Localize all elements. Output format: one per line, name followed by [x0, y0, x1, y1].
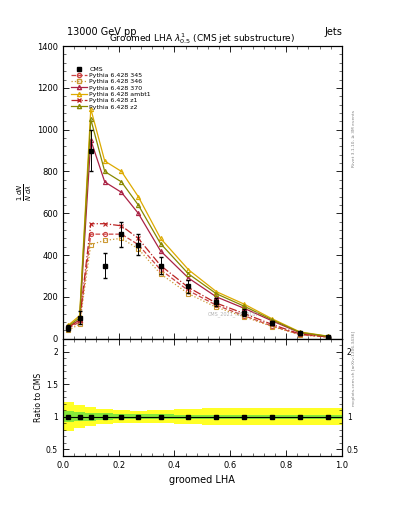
Text: CMS_2021_I1920187: CMS_2021_I1920187 — [208, 311, 259, 317]
Text: Rivet 3.1.10, ≥ 3M events: Rivet 3.1.10, ≥ 3M events — [352, 110, 356, 167]
Pythia 6.428 346 — [102, 238, 107, 244]
Line: Pythia 6.428 346: Pythia 6.428 346 — [66, 236, 330, 339]
Pythia 6.428 z2 — [326, 333, 331, 339]
Pythia 6.428 345 — [242, 313, 247, 319]
Pythia 6.428 z1 — [88, 221, 93, 227]
Pythia 6.428 346 — [270, 324, 275, 330]
Pythia 6.428 345 — [88, 231, 93, 237]
Pythia 6.428 z2 — [136, 202, 141, 208]
Pythia 6.428 ambt1 — [102, 158, 107, 164]
Pythia 6.428 370 — [326, 333, 331, 339]
Pythia 6.428 z1 — [119, 223, 124, 229]
Pythia 6.428 z1 — [214, 300, 219, 306]
Legend: CMS, Pythia 6.428 345, Pythia 6.428 346, Pythia 6.428 370, Pythia 6.428 ambt1, P: CMS, Pythia 6.428 345, Pythia 6.428 346,… — [69, 64, 154, 112]
Pythia 6.428 370 — [186, 275, 191, 281]
Pythia 6.428 ambt1 — [242, 301, 247, 307]
Pythia 6.428 z1 — [77, 317, 82, 323]
Pythia 6.428 345 — [66, 325, 71, 331]
Y-axis label: $\frac{1}{N}\frac{dN}{d\lambda}$: $\frac{1}{N}\frac{dN}{d\lambda}$ — [16, 183, 34, 201]
Pythia 6.428 345 — [136, 242, 141, 248]
Pythia 6.428 ambt1 — [186, 267, 191, 273]
Pythia 6.428 370 — [298, 330, 303, 336]
Pythia 6.428 346 — [242, 314, 247, 320]
Line: Pythia 6.428 370: Pythia 6.428 370 — [66, 138, 330, 338]
Pythia 6.428 345 — [298, 331, 303, 337]
Pythia 6.428 z1 — [242, 310, 247, 316]
Pythia 6.428 346 — [77, 321, 82, 327]
X-axis label: groomed LHA: groomed LHA — [169, 475, 235, 485]
Pythia 6.428 z2 — [77, 315, 82, 321]
Pythia 6.428 345 — [270, 323, 275, 329]
Pythia 6.428 345 — [326, 334, 331, 340]
Pythia 6.428 z1 — [298, 331, 303, 337]
Pythia 6.428 346 — [66, 327, 71, 333]
Pythia 6.428 z2 — [186, 271, 191, 277]
Pythia 6.428 345 — [119, 231, 124, 237]
Pythia 6.428 370 — [270, 318, 275, 324]
Pythia 6.428 345 — [214, 302, 219, 308]
Pythia 6.428 345 — [102, 231, 107, 237]
Pythia 6.428 370 — [158, 248, 163, 254]
Pythia 6.428 345 — [186, 288, 191, 294]
Pythia 6.428 z2 — [88, 116, 93, 122]
Text: Jets: Jets — [324, 27, 342, 37]
Pythia 6.428 370 — [119, 189, 124, 196]
Pythia 6.428 z2 — [242, 303, 247, 309]
Pythia 6.428 ambt1 — [298, 329, 303, 335]
Text: mcplots.cern.ch [arXiv:1306.3436]: mcplots.cern.ch [arXiv:1306.3436] — [352, 331, 356, 406]
Pythia 6.428 ambt1 — [136, 194, 141, 200]
Pythia 6.428 z2 — [270, 317, 275, 323]
Pythia 6.428 ambt1 — [66, 322, 71, 328]
Line: Pythia 6.428 ambt1: Pythia 6.428 ambt1 — [66, 106, 330, 338]
Pythia 6.428 z2 — [214, 291, 219, 297]
Pythia 6.428 346 — [136, 246, 141, 252]
Pythia 6.428 z2 — [66, 323, 71, 329]
Line: Pythia 6.428 z1: Pythia 6.428 z1 — [66, 222, 330, 339]
Pythia 6.428 346 — [88, 242, 93, 248]
Pythia 6.428 370 — [214, 294, 219, 300]
Pythia 6.428 ambt1 — [158, 236, 163, 242]
Pythia 6.428 345 — [158, 267, 163, 273]
Pythia 6.428 ambt1 — [214, 289, 219, 295]
Pythia 6.428 370 — [88, 137, 93, 143]
Pythia 6.428 346 — [158, 271, 163, 277]
Pythia 6.428 370 — [102, 179, 107, 185]
Pythia 6.428 z1 — [186, 284, 191, 290]
Pythia 6.428 370 — [242, 305, 247, 311]
Pythia 6.428 ambt1 — [326, 333, 331, 339]
Pythia 6.428 345 — [77, 319, 82, 325]
Y-axis label: Ratio to CMS: Ratio to CMS — [34, 373, 43, 422]
Pythia 6.428 z1 — [158, 263, 163, 269]
Pythia 6.428 z2 — [119, 179, 124, 185]
Pythia 6.428 346 — [298, 332, 303, 338]
Pythia 6.428 346 — [119, 236, 124, 242]
Pythia 6.428 z1 — [326, 334, 331, 340]
Pythia 6.428 346 — [186, 291, 191, 297]
Title: Groomed LHA $\lambda^{1}_{0.5}$ (CMS jet substructure): Groomed LHA $\lambda^{1}_{0.5}$ (CMS jet… — [109, 31, 296, 46]
Pythia 6.428 z1 — [136, 236, 141, 242]
Line: Pythia 6.428 z2: Pythia 6.428 z2 — [66, 117, 330, 338]
Pythia 6.428 z2 — [102, 168, 107, 175]
Pythia 6.428 z2 — [158, 241, 163, 247]
Pythia 6.428 370 — [66, 324, 71, 330]
Pythia 6.428 ambt1 — [119, 168, 124, 175]
Pythia 6.428 z1 — [66, 324, 71, 330]
Text: 13000 GeV pp: 13000 GeV pp — [67, 27, 136, 37]
Pythia 6.428 z1 — [270, 322, 275, 328]
Pythia 6.428 ambt1 — [270, 316, 275, 322]
Pythia 6.428 346 — [326, 334, 331, 340]
Pythia 6.428 ambt1 — [77, 313, 82, 319]
Pythia 6.428 370 — [77, 317, 82, 323]
Pythia 6.428 346 — [214, 304, 219, 310]
Pythia 6.428 ambt1 — [88, 105, 93, 112]
Pythia 6.428 z1 — [102, 221, 107, 227]
Line: Pythia 6.428 345: Pythia 6.428 345 — [66, 232, 330, 339]
Pythia 6.428 370 — [136, 210, 141, 217]
Pythia 6.428 z2 — [298, 329, 303, 335]
